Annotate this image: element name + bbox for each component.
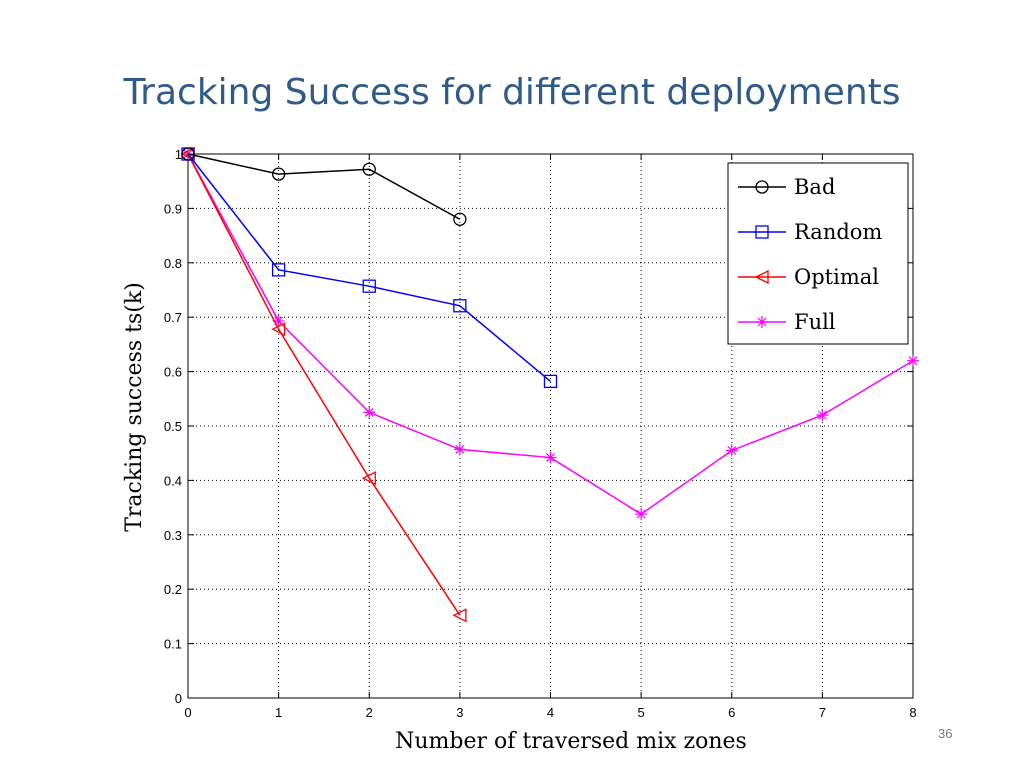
legend-label-full: Full — [794, 310, 836, 334]
legend-marker-full — [756, 316, 768, 328]
data-point-full — [816, 409, 829, 422]
data-point-optimal — [361, 471, 376, 486]
data-point-random — [453, 299, 467, 313]
y-tick-label: 0.6 — [164, 365, 182, 380]
x-tick-label: 2 — [366, 705, 373, 720]
y-tick-label: 0.3 — [164, 528, 182, 543]
data-point-random — [271, 263, 286, 277]
legend-entry-bad: Bad — [738, 175, 835, 199]
y-tick-label: 1 — [175, 147, 182, 162]
data-point-full — [907, 354, 919, 367]
page-number: 36 — [938, 726, 953, 741]
y-tick-label: 0.8 — [164, 256, 182, 271]
y-tick-label: 0.7 — [164, 310, 182, 325]
legend-marker-bad — [755, 180, 769, 194]
legend-marker-optimal — [754, 269, 769, 285]
legend-marker-random — [755, 225, 769, 239]
data-point-random — [362, 279, 376, 293]
data-point-full — [272, 315, 285, 328]
series-bad — [181, 147, 467, 226]
series-full — [182, 148, 919, 521]
data-point-full — [544, 451, 557, 464]
series-line-random — [187, 153, 551, 382]
y-tick-label: 0 — [175, 691, 182, 706]
legend-entry-optimal: Optimal — [738, 265, 879, 289]
series-line-optimal — [187, 153, 461, 616]
x-tick-label: 1 — [275, 705, 282, 720]
data-point-full — [363, 406, 376, 419]
data-point-optimal — [271, 322, 286, 337]
y-tick-label: 0.2 — [164, 582, 182, 597]
data-point-bad — [453, 212, 467, 226]
y-tick-label: 0.9 — [164, 201, 182, 216]
x-tick-label: 5 — [638, 705, 645, 720]
legend-box — [727, 162, 909, 345]
legend-entry-full: Full — [738, 310, 836, 334]
legend-entry-random: Random — [738, 220, 882, 244]
x-tick-label: 8 — [909, 705, 916, 720]
y-tick-label: 0.5 — [164, 419, 182, 434]
data-point-bad — [181, 147, 195, 161]
axis-ticks: 0 1 2 3 4 5 6 7 8 0 0.1 0.2 0.3 0.4 0.5 0.6 0.7 0.8 0.9 1 — [164, 147, 917, 720]
y-tick-label: 0.1 — [164, 637, 182, 652]
legend-label-random: Random — [794, 220, 882, 244]
legend-label-optimal: Optimal — [794, 265, 879, 289]
data-point-optimal — [452, 608, 467, 623]
y-axis-label: Tracking success ts(k) — [122, 282, 147, 532]
data-point-full — [453, 443, 466, 456]
data-point-full — [635, 508, 648, 521]
x-axis-label: Number of traversed mix zones — [395, 729, 747, 754]
slide-title: Tracking Success for different deploymen… — [123, 72, 901, 113]
data-point-random — [543, 374, 558, 389]
x-tick-label: 4 — [547, 705, 554, 720]
data-point-full — [725, 444, 738, 457]
data-point-bad — [362, 162, 376, 176]
x-tick-label: 3 — [456, 705, 463, 720]
data-series — [180, 146, 919, 623]
data-point-bad — [271, 167, 286, 181]
y-tick-label: 0.4 — [164, 473, 182, 488]
x-tick-label: 6 — [728, 705, 735, 720]
series-line-bad — [187, 153, 461, 220]
legend: Bad Random Optimal Full — [727, 162, 909, 345]
x-tick-label: 0 — [184, 705, 191, 720]
legend-label-bad: Bad — [794, 175, 835, 199]
x-tick-label: 7 — [819, 705, 826, 720]
